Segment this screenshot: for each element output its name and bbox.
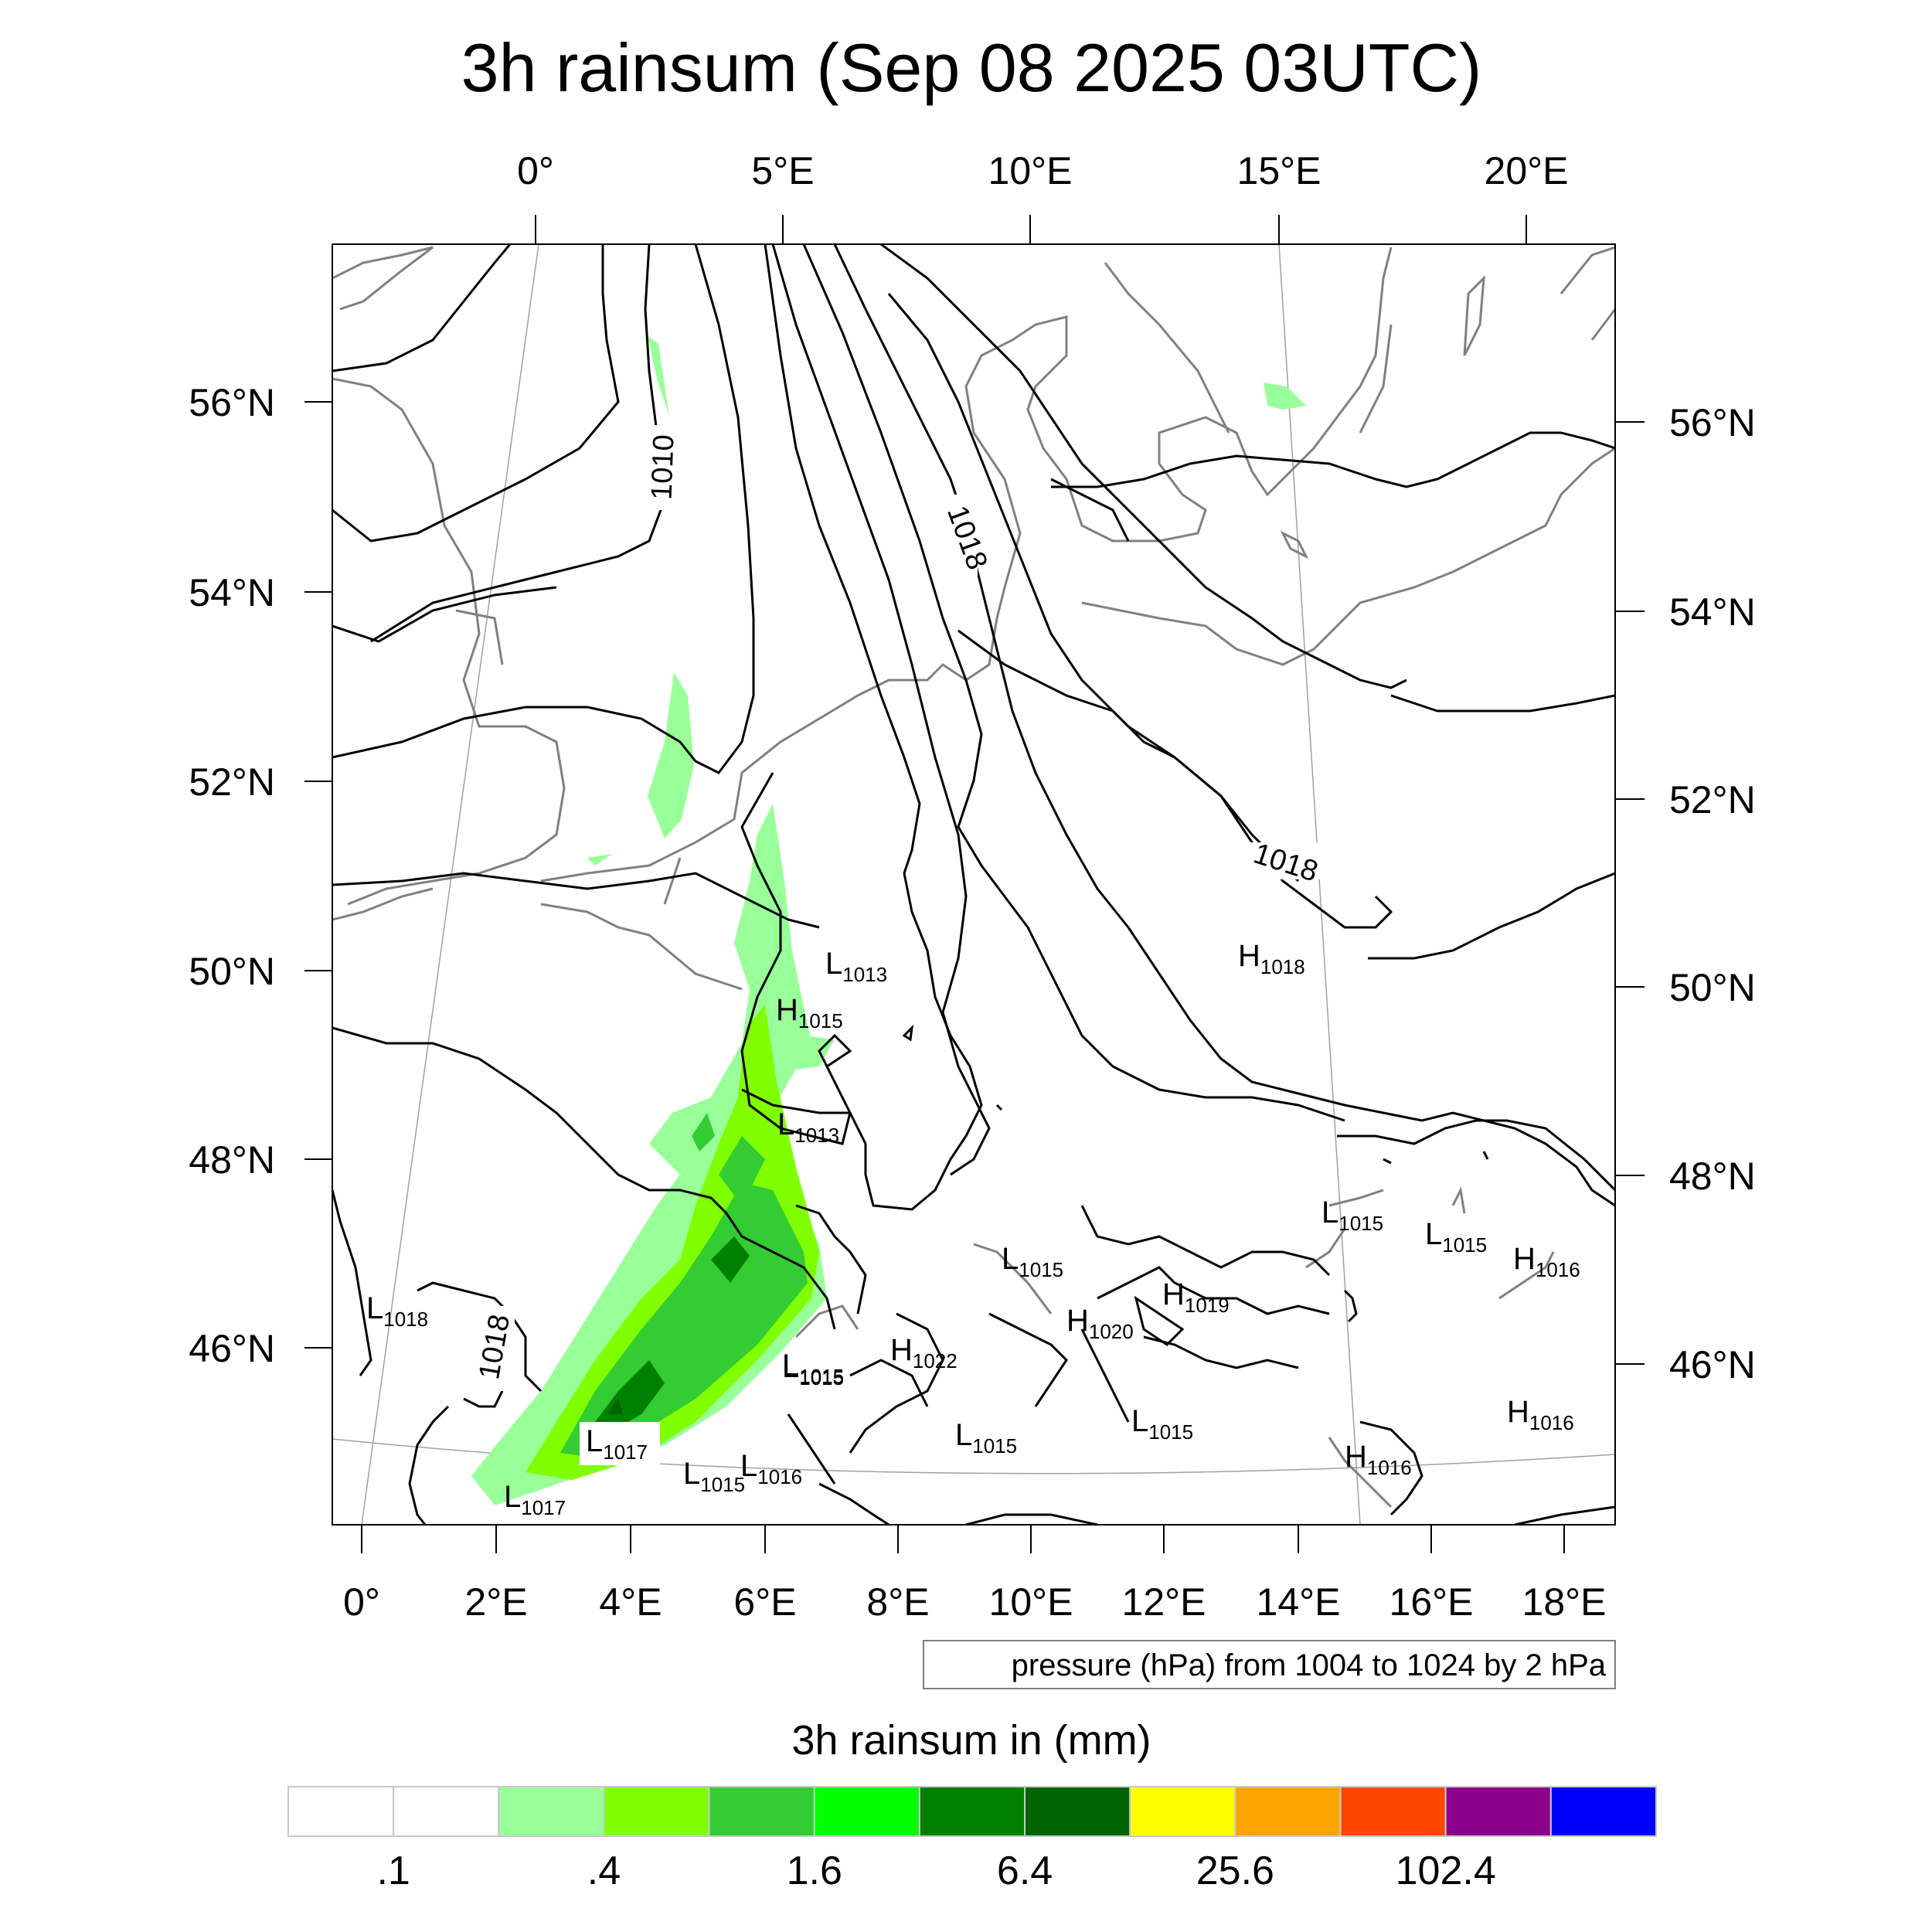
top-lon-tick-label: 5°E bbox=[751, 149, 814, 192]
pressure-center-label: L1018 bbox=[366, 1291, 428, 1331]
pressure-center-label: H1016 bbox=[1513, 1242, 1580, 1281]
colorbar-label: 1.6 bbox=[787, 1849, 842, 1893]
pressure-center-label: L1013 bbox=[777, 1107, 839, 1147]
pressure-center-label: H1018 bbox=[1238, 939, 1305, 978]
pressure-center-label: L1015 bbox=[782, 1350, 844, 1389]
left-lat-tick-label: 46°N bbox=[189, 1327, 275, 1370]
bottom-lon-tick-label: 14°E bbox=[1257, 1580, 1341, 1624]
bottom-lon-tick-label: 8°E bbox=[866, 1580, 929, 1624]
colorbar-label: 25.6 bbox=[1196, 1849, 1274, 1893]
rain-field bbox=[471, 336, 1306, 1505]
colorbar-swatch bbox=[287, 1786, 395, 1837]
right-lat-tick-label: 52°N bbox=[1669, 778, 1756, 821]
top-lon-tick-label: 15°E bbox=[1237, 149, 1321, 192]
pressure-center-label: H1015 bbox=[776, 993, 843, 1032]
bottom-lon-tick-label: 16°E bbox=[1389, 1580, 1474, 1624]
contour-info-box bbox=[923, 1640, 1616, 1689]
pressure-center-label: H1022 bbox=[890, 1333, 957, 1372]
colorbar-swatch bbox=[603, 1786, 710, 1837]
colorbar-swatch bbox=[1339, 1786, 1447, 1837]
left-lat-tick-label: 48°N bbox=[189, 1138, 275, 1182]
bottom-lon-tick-label: 12°E bbox=[1122, 1580, 1206, 1624]
left-lat-tick-label: 56°N bbox=[189, 381, 275, 424]
bottom-lon-tick-label: 4°E bbox=[599, 1580, 662, 1624]
pressure-center-label: L1015 bbox=[955, 1418, 1017, 1458]
colorbar-swatch bbox=[1234, 1786, 1342, 1837]
top-lon-axis bbox=[535, 215, 1527, 244]
pressure-center-label: L1015 bbox=[1002, 1242, 1063, 1281]
map-area: 1010 1018 1018 1018 L1013 H1015 L1013 H1… bbox=[332, 243, 1616, 1526]
left-lat-axis bbox=[304, 401, 332, 1349]
pressure-center-label: L1013 bbox=[825, 947, 887, 986]
map-frame bbox=[332, 243, 1616, 1526]
pressure-center-label: L1017 bbox=[586, 1424, 648, 1464]
top-lon-tick-label: 20°E bbox=[1485, 149, 1569, 192]
colorbar-swatch bbox=[1549, 1786, 1658, 1837]
bottom-lon-tick-label: 6°E bbox=[733, 1580, 796, 1624]
top-lon-tick-label: 10°E bbox=[988, 149, 1073, 192]
bottom-lon-axis bbox=[361, 1525, 1565, 1553]
bottom-lon-tick-label: 10°E bbox=[989, 1580, 1073, 1624]
colorbar-swatch bbox=[1024, 1786, 1131, 1837]
pressure-center-label: L1015 bbox=[782, 1349, 844, 1388]
top-lon-tick-label: 0° bbox=[517, 149, 554, 192]
colorbar-swatch bbox=[918, 1786, 1026, 1837]
pressure-center-label: H1020 bbox=[1066, 1304, 1134, 1343]
colorbar-swatch bbox=[1444, 1786, 1552, 1837]
colorbar-swatch bbox=[1129, 1786, 1236, 1837]
pressure-center-label: H1019 bbox=[1162, 1277, 1230, 1317]
bottom-lon-tick-label: 2°E bbox=[464, 1580, 527, 1624]
left-lat-tick-label: 50°N bbox=[189, 950, 275, 993]
colorbar-swatch bbox=[498, 1786, 605, 1837]
pressure-centers: L1013 H1015 L1013 H1018 L1018 L1015 L101… bbox=[366, 939, 1580, 1519]
colorbar-label: .4 bbox=[587, 1849, 621, 1893]
colorbar-swatch bbox=[393, 1786, 500, 1837]
left-lat-tick-label: 54°N bbox=[189, 571, 275, 614]
right-lat-tick-label: 56°N bbox=[1669, 401, 1756, 444]
pressure-center-label: L1016 bbox=[740, 1449, 802, 1488]
pressure-center-label: H1016 bbox=[1345, 1440, 1412, 1479]
right-lat-tick-label: 50°N bbox=[1669, 966, 1756, 1009]
pressure-center-label: L1015 bbox=[1321, 1196, 1383, 1235]
pressure-center-label: L1017 bbox=[504, 1480, 566, 1519]
colorbar-label: 102.4 bbox=[1396, 1849, 1496, 1893]
pressure-center-label: H1016 bbox=[1507, 1395, 1574, 1434]
bottom-lon-tick-label: 0° bbox=[343, 1580, 380, 1624]
colorbar-swatch bbox=[813, 1786, 920, 1837]
pressure-center-label: L1015 bbox=[1425, 1217, 1487, 1257]
pressure-center-label: L1015 bbox=[683, 1457, 745, 1496]
colorbar-title: 3h rainsum in (mm) bbox=[791, 1717, 1151, 1764]
right-lat-tick-label: 48°N bbox=[1669, 1155, 1756, 1198]
map-title: 3h rainsum (Sep 08 2025 03UTC) bbox=[461, 29, 1482, 106]
pressure-center-label: L1015 bbox=[1131, 1404, 1193, 1444]
right-lat-tick-label: 54°N bbox=[1669, 590, 1756, 634]
left-lat-tick-label: 52°N bbox=[189, 760, 275, 804]
contour-info-text: pressure (hPa) from 1004 to 1024 by 2 hP… bbox=[1012, 1648, 1607, 1682]
right-lat-axis bbox=[1615, 421, 1645, 1365]
contour-label: 1010 bbox=[646, 434, 681, 501]
bottom-lon-tick-label: 18°E bbox=[1522, 1580, 1607, 1624]
colorbar-label: .1 bbox=[376, 1849, 410, 1893]
right-lat-tick-label: 46°N bbox=[1669, 1343, 1756, 1386]
colorbar: .1 .4 1.6 6.4 25.6 102.4 bbox=[287, 1786, 1658, 1893]
colorbar-swatch bbox=[708, 1786, 815, 1837]
colorbar-label: 6.4 bbox=[997, 1849, 1053, 1893]
